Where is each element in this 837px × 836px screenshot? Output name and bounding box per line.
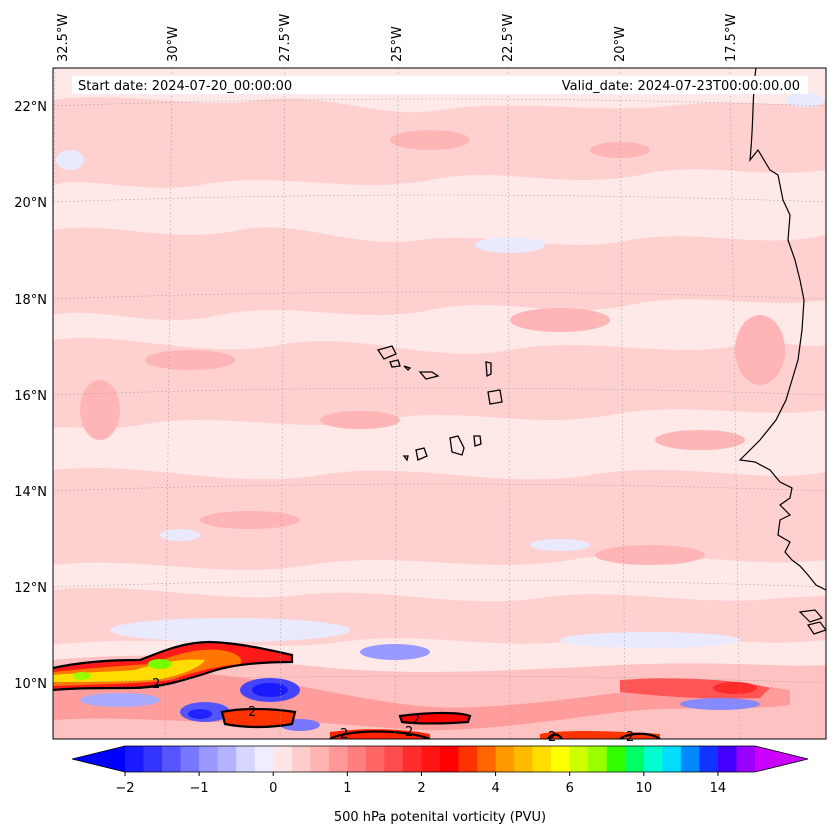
start-date-label: Start date: 2024-07-20_00:00:00 — [78, 79, 292, 94]
contour-label: 2 — [405, 725, 413, 740]
colorbar-swatch — [421, 746, 441, 772]
colorbar-swatch — [125, 746, 145, 772]
colorbar-swatch — [254, 746, 274, 772]
colorbar-swatch — [606, 746, 626, 772]
colorbar-swatch — [143, 746, 163, 772]
lon-label-25w: 25°W — [390, 26, 405, 62]
colorbar-swatch — [643, 746, 663, 772]
colorbar-tick-label: −1 — [190, 781, 209, 796]
contour-label: 2 — [152, 677, 160, 692]
cape-verde-islands — [376, 345, 503, 462]
contour-label: 2 — [340, 727, 348, 742]
valid-date-label: Valid_date: 2024-07-23T00:00:00.00 — [562, 79, 800, 94]
lat-label-16n: 16°N — [14, 389, 47, 404]
lon-label-20w: 20°W — [613, 26, 628, 62]
colorbar-swatch — [310, 746, 330, 772]
lat-label-20n: 20°N — [14, 196, 47, 211]
colorbar-extend-high — [755, 746, 808, 772]
date-header-box — [72, 76, 808, 94]
colorbar-swatch — [699, 746, 719, 772]
colorbar — [71, 745, 809, 773]
colorbar-tick-label: 6 — [566, 781, 574, 796]
pv-medium-pink-patches — [80, 130, 785, 565]
lat-label-22n: 22°N — [14, 100, 47, 115]
colorbar-tick-label: 2 — [417, 781, 425, 796]
colorbar-swatch — [680, 746, 700, 772]
longitude-labels: 32.5°W 30°W 27.5°W 25°W 22.5°W 20°W 17.5… — [56, 14, 739, 62]
colorbar-swatch — [440, 746, 460, 772]
contour-value-labels: 2 2 2 2 2 2 2 — [152, 677, 634, 745]
colorbar-swatch — [365, 746, 385, 772]
colorbar-swatch — [236, 746, 256, 772]
colorbar-swatch — [347, 746, 367, 772]
map-frame — [52, 67, 827, 740]
colorbar-swatch — [217, 746, 237, 772]
lat-label-10n: 10°N — [14, 677, 47, 692]
lon-label-32-5w: 32.5°W — [56, 14, 71, 62]
colorbar-tick-label: 0 — [269, 781, 277, 796]
colorbar-swatch — [458, 746, 478, 772]
colorbar-swatch — [625, 746, 645, 772]
contour-label: 2 — [412, 713, 420, 728]
colorbar-swatch — [662, 746, 682, 772]
colorbar-swatch — [495, 746, 515, 772]
colorbar-swatch — [199, 746, 219, 772]
colorbar-swatch — [384, 746, 404, 772]
colorbar-tick-label: 10 — [636, 781, 653, 796]
latitude-labels: 22°N 20°N 18°N 16°N 14°N 12°N 10°N — [14, 100, 47, 692]
contour-label: 2 — [548, 730, 556, 745]
lat-label-18n: 18°N — [14, 293, 47, 308]
pv-southern-band — [53, 642, 826, 739]
contour-label: 2 — [248, 705, 256, 720]
colorbar-title: 500 hPa potenital vorticity (PVU) — [334, 810, 546, 825]
lat-label-14n: 14°N — [14, 485, 47, 500]
colorbar-swatch — [162, 746, 182, 772]
colorbar-tick-label: 4 — [491, 781, 499, 796]
colorbar-swatch — [291, 746, 311, 772]
pv-light-blue-patches — [56, 93, 825, 648]
colorbar-swatch — [328, 746, 348, 772]
colorbar-tick-label: −2 — [115, 781, 134, 796]
contour-label: 2 — [626, 730, 634, 745]
lon-label-22-5w: 22.5°W — [501, 14, 516, 62]
colorbar-swatch — [532, 746, 552, 772]
colorbar-tick-label: 1 — [343, 781, 351, 796]
coastline — [738, 68, 826, 635]
colorbar-swatch — [588, 746, 608, 772]
colorbar-swatch — [514, 746, 534, 772]
colorbar-swatch — [569, 746, 589, 772]
lon-label-17-5w: 17.5°W — [724, 14, 739, 62]
colorbar-swatch — [402, 746, 422, 772]
colorbar-swatch — [180, 746, 200, 772]
colorbar-tick-label: 14 — [710, 781, 727, 796]
lon-label-30w: 30°W — [166, 26, 181, 62]
colorbar-swatch — [717, 746, 737, 772]
pv-field — [53, 68, 826, 739]
colorbar-swatch — [736, 746, 756, 772]
pv-2-contours — [53, 640, 661, 739]
lon-label-27-5w: 27.5°W — [278, 14, 293, 62]
colorbar-ticks: −2 −1 0 1 2 4 6 10 14 — [115, 772, 726, 796]
lat-label-12n: 12°N — [14, 581, 47, 596]
colorbar-swatch — [477, 746, 497, 772]
colorbar-swatch — [551, 746, 571, 772]
colorbar-extend-low — [72, 746, 125, 772]
colorbar-swatch — [273, 746, 293, 772]
